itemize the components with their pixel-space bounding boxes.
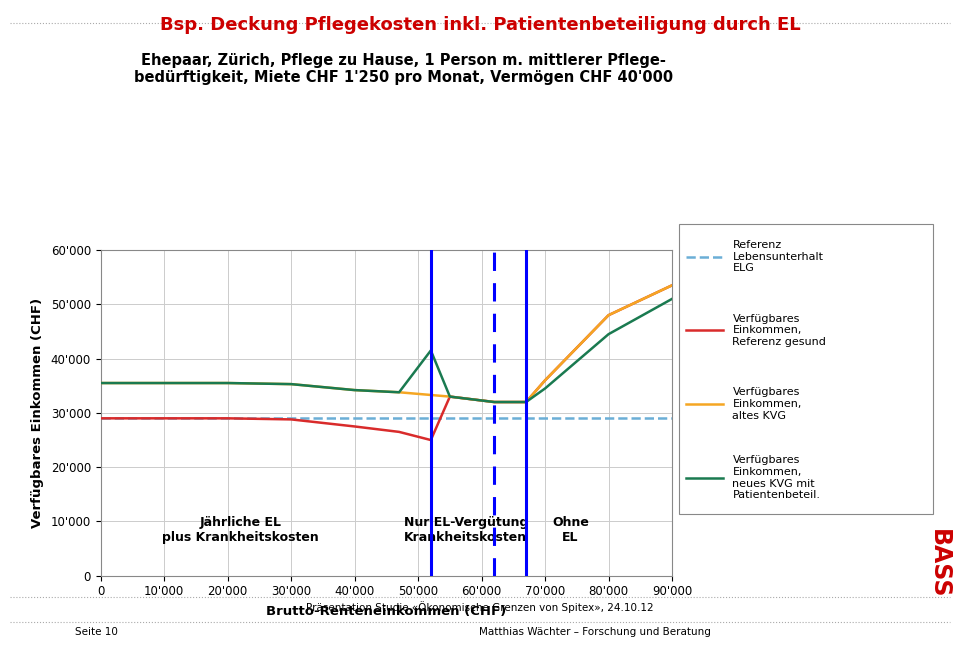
Text: Jährliche EL
plus Krankheitskosten: Jährliche EL plus Krankheitskosten	[162, 516, 319, 544]
Text: Bsp. Deckung Pflegekosten inkl. Patientenbeteiligung durch EL: Bsp. Deckung Pflegekosten inkl. Patiente…	[159, 16, 801, 34]
Text: Referenz
Lebensunterhalt
ELG: Referenz Lebensunterhalt ELG	[732, 240, 824, 273]
Text: Verfügbares
Einkommen,
neues KVG mit
Patientenbeteil.: Verfügbares Einkommen, neues KVG mit Pat…	[732, 455, 821, 500]
Text: BASS: BASS	[927, 529, 950, 599]
Text: Seite 10: Seite 10	[75, 626, 117, 637]
Text: Ohne
EL: Ohne EL	[552, 516, 588, 544]
Text: Nur EL-Vergütung
Krankheitskosten: Nur EL-Vergütung Krankheitskosten	[403, 516, 528, 544]
X-axis label: Brutto-Renteneinkommen (CHF): Brutto-Renteneinkommen (CHF)	[266, 605, 507, 619]
Text: Präsentation Studie «Ökonomische Grenzen von Spitex», 24.10.12: Präsentation Studie «Ökonomische Grenzen…	[306, 601, 654, 613]
Text: Verfügbares
Einkommen,
altes KVG: Verfügbares Einkommen, altes KVG	[732, 388, 802, 420]
Text: Verfügbares
Einkommen,
Referenz gesund: Verfügbares Einkommen, Referenz gesund	[732, 314, 827, 347]
Text: Matthias Wächter – Forschung und Beratung: Matthias Wächter – Forschung und Beratun…	[479, 626, 711, 637]
Y-axis label: Verfügbares Einkommen (CHF): Verfügbares Einkommen (CHF)	[31, 298, 44, 528]
Text: Ehepaar, Zürich, Pflege zu Hause, 1 Person m. mittlerer Pflege-
bedürftigkeit, M: Ehepaar, Zürich, Pflege zu Hause, 1 Pers…	[133, 53, 673, 85]
